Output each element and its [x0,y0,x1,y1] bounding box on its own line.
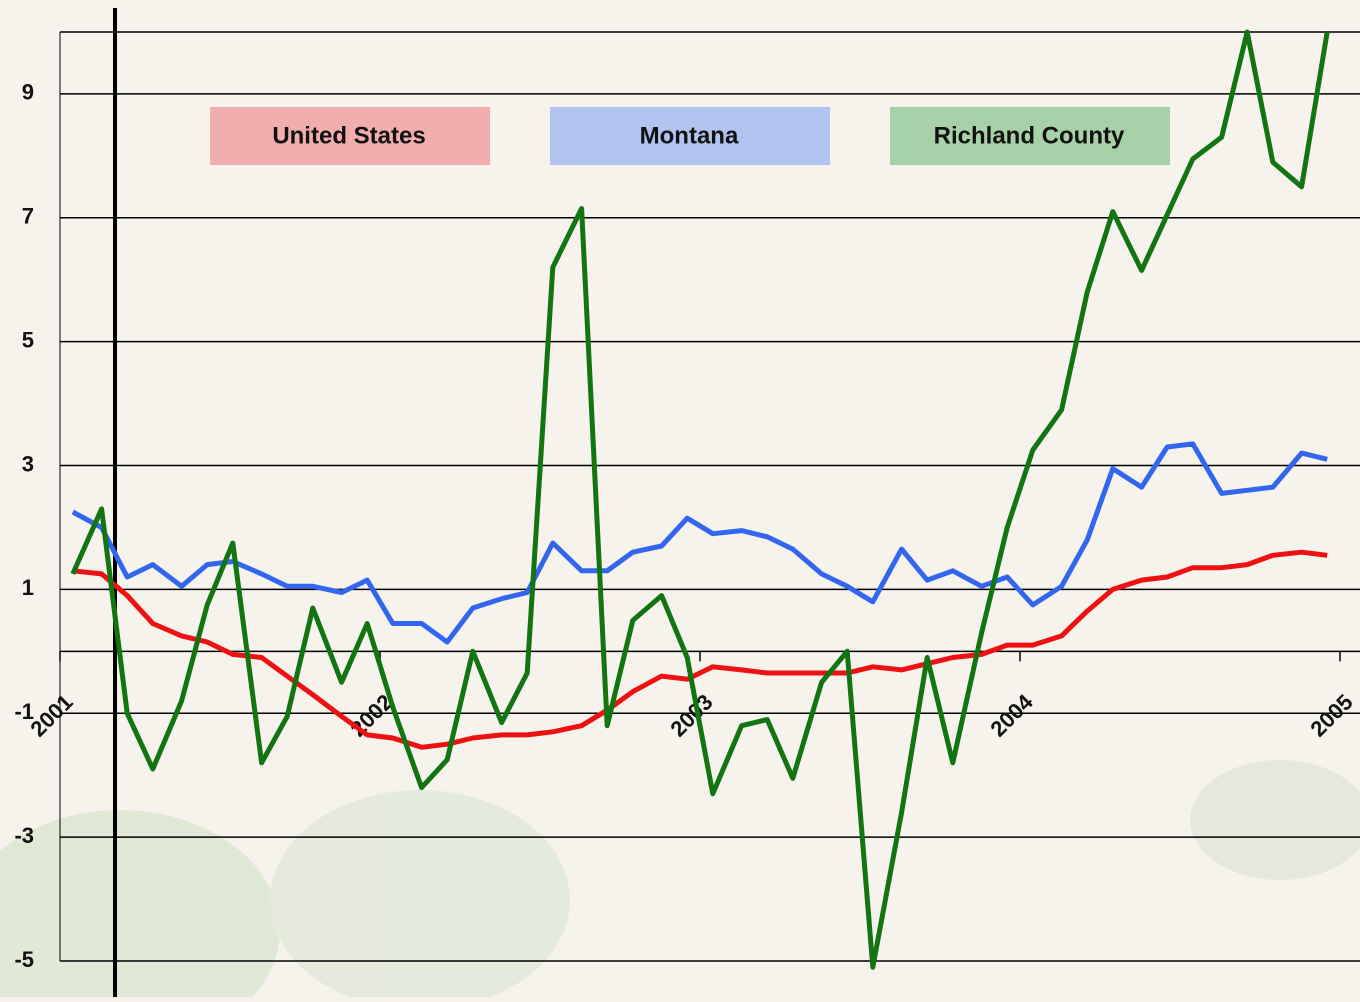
series-line [73,32,1327,967]
y-tick-label: -5 [14,947,34,972]
series-line [73,444,1327,642]
y-tick-label: 9 [22,80,34,105]
y-tick-label: 3 [22,451,34,476]
y-tick-label: 7 [22,204,34,229]
x-tick-label: 2003 [665,689,717,741]
y-tick-label: 1 [22,575,34,600]
page: -5-3-11357920012002200320042005United St… [0,0,1360,997]
legend-label: Montana [640,122,739,149]
y-tick-label: 5 [22,327,34,352]
y-tick-label: -3 [14,823,34,848]
x-tick-label: 2001 [25,689,77,741]
chart: -5-3-11357920012002200320042005United St… [0,0,1360,997]
legend-label: United States [272,122,425,149]
x-tick-label: 2005 [1305,689,1357,741]
legend-label: Richland County [934,122,1125,149]
x-tick-label: 2004 [985,689,1038,742]
